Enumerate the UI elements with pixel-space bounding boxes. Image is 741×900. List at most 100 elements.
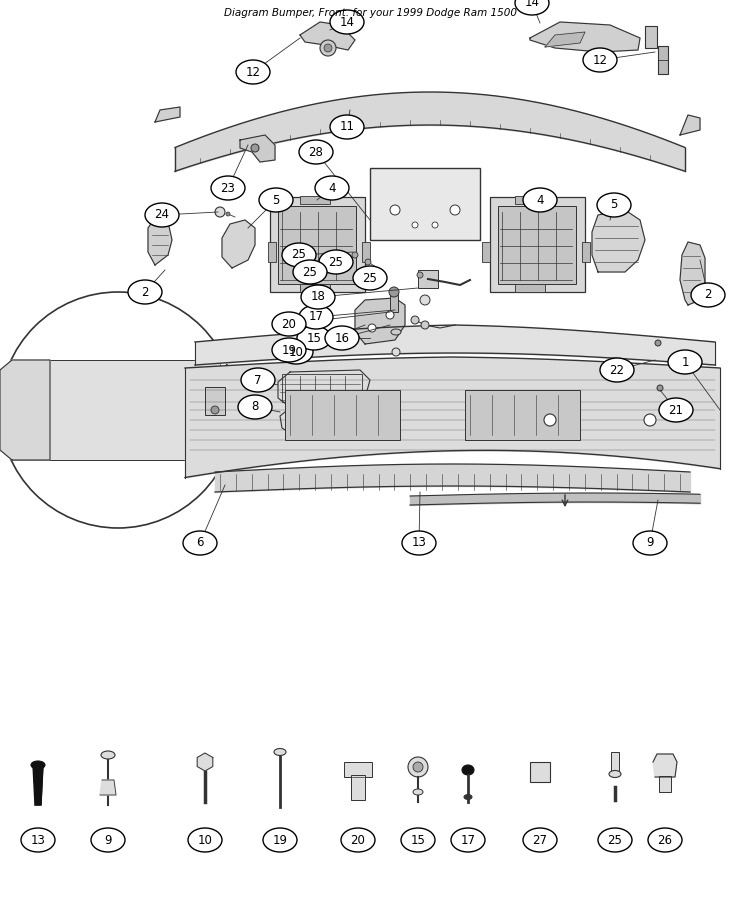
Bar — [270, 197, 365, 292]
Ellipse shape — [315, 176, 349, 200]
Bar — [658, 46, 668, 74]
Polygon shape — [355, 298, 405, 344]
Bar — [530, 762, 550, 782]
Ellipse shape — [319, 250, 353, 274]
Bar — [268, 242, 276, 262]
Ellipse shape — [145, 203, 179, 227]
Text: 10: 10 — [288, 346, 303, 358]
Polygon shape — [33, 765, 43, 805]
Ellipse shape — [668, 350, 702, 374]
Ellipse shape — [238, 395, 272, 419]
Text: 2: 2 — [142, 285, 149, 299]
Text: 18: 18 — [310, 291, 325, 303]
Ellipse shape — [128, 280, 162, 304]
Ellipse shape — [259, 188, 293, 212]
Text: 2: 2 — [704, 289, 712, 302]
Ellipse shape — [462, 765, 474, 775]
Bar — [370, 168, 480, 240]
Text: 25: 25 — [291, 248, 307, 262]
Circle shape — [450, 205, 460, 215]
Ellipse shape — [600, 358, 634, 382]
Text: 24: 24 — [155, 209, 170, 221]
Text: 13: 13 — [30, 833, 45, 847]
Text: 17: 17 — [460, 833, 476, 847]
Circle shape — [251, 144, 259, 152]
Ellipse shape — [183, 531, 217, 555]
Circle shape — [655, 340, 661, 346]
Circle shape — [324, 44, 332, 52]
Ellipse shape — [21, 828, 55, 852]
Text: 28: 28 — [308, 146, 323, 158]
Polygon shape — [592, 210, 645, 272]
Text: 17: 17 — [308, 310, 324, 323]
Circle shape — [412, 222, 418, 228]
Bar — [645, 26, 657, 48]
Circle shape — [389, 287, 399, 297]
Bar — [300, 196, 330, 204]
Ellipse shape — [515, 0, 549, 15]
Ellipse shape — [598, 828, 632, 852]
Circle shape — [386, 311, 394, 319]
Ellipse shape — [583, 48, 617, 72]
Text: 9: 9 — [104, 833, 112, 847]
Polygon shape — [240, 135, 275, 162]
Ellipse shape — [413, 789, 423, 795]
Circle shape — [417, 272, 423, 278]
Circle shape — [226, 212, 230, 216]
Text: 25: 25 — [302, 266, 317, 278]
Bar — [418, 270, 438, 288]
Text: 4: 4 — [328, 182, 336, 194]
Polygon shape — [680, 242, 705, 305]
Ellipse shape — [299, 140, 333, 164]
Ellipse shape — [597, 193, 631, 217]
Ellipse shape — [282, 243, 316, 267]
Ellipse shape — [91, 828, 125, 852]
Circle shape — [413, 762, 423, 772]
Bar — [300, 284, 330, 292]
Circle shape — [544, 414, 556, 426]
Text: 6: 6 — [196, 536, 204, 550]
Circle shape — [352, 252, 358, 258]
Circle shape — [320, 40, 336, 56]
Text: 11: 11 — [339, 121, 354, 133]
Bar — [282, 374, 362, 402]
Text: 14: 14 — [339, 15, 354, 29]
Ellipse shape — [272, 312, 306, 336]
Ellipse shape — [325, 326, 359, 350]
Polygon shape — [148, 218, 172, 265]
Bar — [659, 776, 671, 792]
Ellipse shape — [353, 266, 387, 290]
Polygon shape — [530, 22, 640, 52]
Text: 12: 12 — [593, 53, 608, 67]
Bar — [285, 390, 400, 440]
Polygon shape — [280, 406, 368, 436]
Text: 19: 19 — [273, 833, 288, 847]
Bar — [465, 390, 580, 440]
Ellipse shape — [523, 828, 557, 852]
Text: 20: 20 — [282, 318, 296, 330]
Text: 5: 5 — [611, 199, 618, 212]
Bar — [362, 242, 370, 262]
Text: 16: 16 — [334, 331, 350, 345]
Circle shape — [390, 205, 400, 215]
Ellipse shape — [648, 828, 682, 852]
Bar — [515, 196, 545, 204]
Bar — [205, 387, 225, 415]
Bar — [482, 242, 490, 262]
Text: 8: 8 — [251, 400, 259, 413]
Polygon shape — [222, 220, 255, 268]
Ellipse shape — [299, 305, 333, 329]
Ellipse shape — [523, 188, 557, 212]
Bar — [490, 197, 585, 292]
Polygon shape — [653, 754, 677, 777]
Text: 5: 5 — [272, 194, 279, 206]
Bar — [498, 206, 576, 284]
Ellipse shape — [274, 749, 286, 755]
Ellipse shape — [691, 283, 725, 307]
Ellipse shape — [188, 828, 222, 852]
Bar — [390, 292, 398, 312]
Circle shape — [365, 259, 371, 265]
Circle shape — [392, 348, 400, 356]
Ellipse shape — [451, 828, 485, 852]
Polygon shape — [0, 360, 50, 460]
